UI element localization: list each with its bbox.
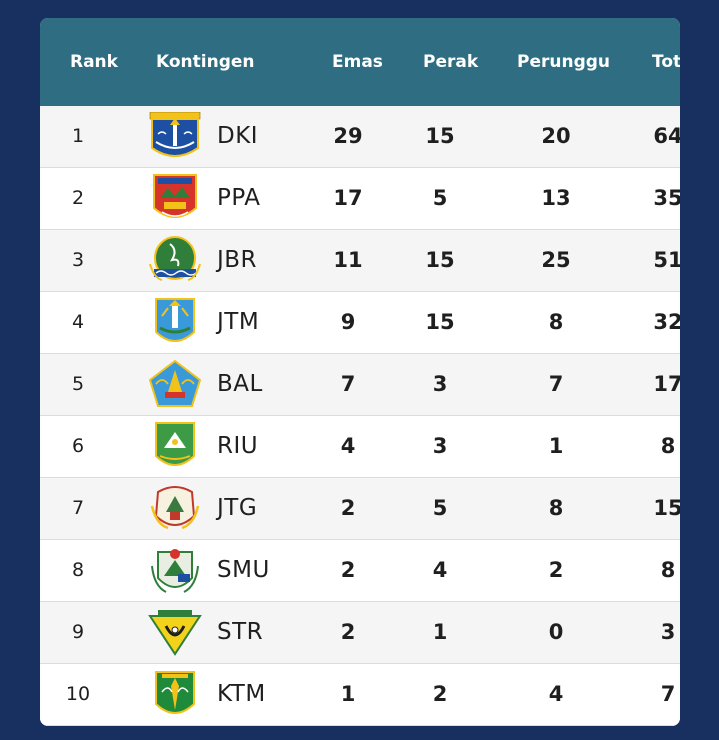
table-header: Rank Kontingen Emas Perak Perunggu Total <box>40 18 680 106</box>
rank-cell: 3 <box>71 249 85 271</box>
table-row[interactable]: 9 STR 2 1 0 3 <box>40 602 680 664</box>
perunggu-cell: 13 <box>541 186 571 210</box>
medal-table[interactable]: Rank Kontingen Emas Perak Perunggu Total… <box>40 18 680 726</box>
kontingen-code: KTM <box>217 681 266 707</box>
ppa-emblem-icon <box>153 174 197 218</box>
perunggu-cell: 20 <box>541 124 571 148</box>
kontingen-code: PPA <box>217 185 261 211</box>
emas-cell: 9 <box>340 310 356 334</box>
total-cell: 3 <box>660 620 676 644</box>
medal-table-card: Rank Kontingen Emas Perak Perunggu Total… <box>40 18 680 726</box>
kontingen-code: JTG <box>217 495 258 521</box>
total-cell: 17 <box>653 372 680 396</box>
table-row[interactable]: 4 JTM 9 15 8 32 <box>40 292 680 354</box>
rank-cell: 8 <box>71 559 85 581</box>
table-row[interactable]: 6 RIU 4 3 1 8 <box>40 416 680 478</box>
perak-cell: 5 <box>432 186 448 210</box>
rank-cell: 9 <box>71 621 85 643</box>
header-kontingen[interactable]: Kontingen <box>156 52 255 72</box>
kontingen-code: STR <box>217 619 264 645</box>
emas-cell: 7 <box>340 372 356 396</box>
emas-cell: 11 <box>333 248 363 272</box>
total-cell: 32 <box>653 310 680 334</box>
jtg-emblem-icon <box>150 486 200 530</box>
perunggu-cell: 25 <box>541 248 571 272</box>
dki-emblem-icon <box>149 112 201 157</box>
total-cell: 35 <box>653 186 680 210</box>
total-cell: 15 <box>653 496 680 520</box>
kontingen-code: DKI <box>217 123 259 149</box>
perunggu-cell: 8 <box>548 496 564 520</box>
perak-cell: 3 <box>432 434 448 458</box>
perak-cell: 15 <box>425 248 455 272</box>
perunggu-cell: 7 <box>548 372 564 396</box>
table-row[interactable]: 10 KTM 1 2 4 7 <box>40 664 680 726</box>
total-cell: 51 <box>653 248 680 272</box>
perak-cell: 1 <box>432 620 448 644</box>
total-cell: 7 <box>660 682 676 706</box>
emas-cell: 2 <box>340 558 356 582</box>
jtm-emblem-icon <box>155 298 195 342</box>
perunggu-cell: 1 <box>548 434 564 458</box>
kontingen-code: JBR <box>217 247 258 273</box>
total-cell: 8 <box>660 434 676 458</box>
header-total[interactable]: Total <box>652 52 680 72</box>
smu-emblem-icon <box>151 549 199 593</box>
perak-cell: 4 <box>432 558 448 582</box>
rank-cell: 5 <box>71 373 85 395</box>
bal-emblem-icon <box>148 360 202 407</box>
rank-cell: 7 <box>71 497 85 519</box>
header-perunggu[interactable]: Perunggu <box>517 52 611 72</box>
header-rank[interactable]: Rank <box>70 52 118 72</box>
kontingen-code: SMU <box>217 557 270 583</box>
emas-cell: 4 <box>340 434 356 458</box>
str-emblem-icon <box>148 610 202 656</box>
ktm-emblem-icon <box>155 671 195 714</box>
emas-cell: 1 <box>340 682 356 706</box>
table-row[interactable]: 3 JBR 11 15 25 51 <box>40 230 680 292</box>
total-cell: 64 <box>653 124 680 148</box>
table-row[interactable]: 5 BAL 7 3 7 17 <box>40 354 680 416</box>
perak-cell: 5 <box>432 496 448 520</box>
rank-cell: 1 <box>71 125 85 147</box>
perak-cell: 15 <box>425 310 455 334</box>
rank-cell: 6 <box>71 435 85 457</box>
header-emas[interactable]: Emas <box>332 52 383 72</box>
perak-cell: 3 <box>432 372 448 396</box>
table-row[interactable]: 2 PPA 17 5 13 35 <box>40 168 680 230</box>
table-row[interactable]: 7 JTG 2 5 8 15 <box>40 478 680 540</box>
table-row[interactable]: 1 DKI 29 15 20 64 <box>40 106 680 168</box>
emas-cell: 2 <box>340 496 356 520</box>
table-row[interactable]: 8 SMU 2 4 2 8 <box>40 540 680 602</box>
perak-cell: 2 <box>432 682 448 706</box>
emas-cell: 17 <box>333 186 363 210</box>
kontingen-code: RIU <box>217 433 259 459</box>
emas-cell: 2 <box>340 620 356 644</box>
rank-cell: 4 <box>71 311 85 333</box>
jbr-emblem-icon <box>149 236 201 281</box>
total-cell: 8 <box>660 558 676 582</box>
kontingen-code: BAL <box>217 371 263 397</box>
kontingen-code: JTM <box>217 309 260 335</box>
emas-cell: 29 <box>333 124 363 148</box>
header-perak[interactable]: Perak <box>423 52 479 72</box>
rank-cell: 2 <box>71 187 85 209</box>
perunggu-cell: 2 <box>548 558 564 582</box>
perak-cell: 15 <box>425 124 455 148</box>
perunggu-cell: 8 <box>548 310 564 334</box>
riu-emblem-icon <box>155 422 195 466</box>
rank-cell: 10 <box>65 683 91 705</box>
perunggu-cell: 4 <box>548 682 564 706</box>
perunggu-cell: 0 <box>548 620 564 644</box>
